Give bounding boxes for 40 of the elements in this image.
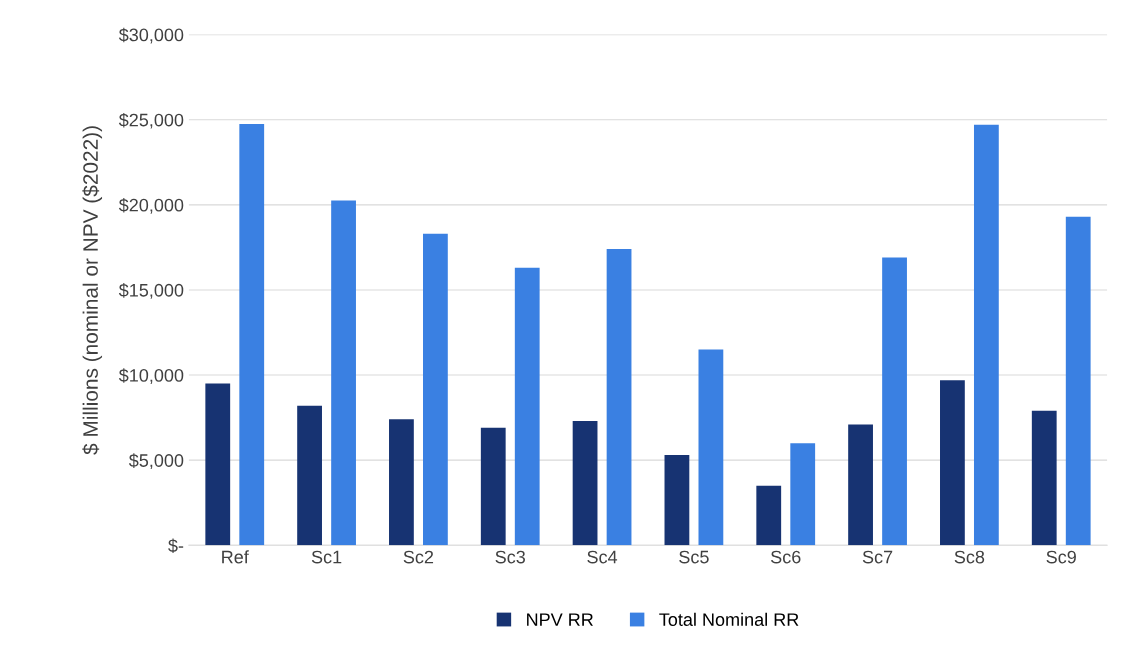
x-tick-label: Sc1 <box>311 550 342 564</box>
bar <box>790 443 816 546</box>
bar <box>756 485 782 546</box>
y-tick-label: $30,000 <box>118 27 184 44</box>
bar <box>423 233 448 546</box>
x-tick-label: Sc6 <box>771 550 801 564</box>
y-tick-label: $15,000 <box>118 283 184 299</box>
bar <box>389 419 414 546</box>
bar <box>239 123 265 546</box>
y-tick-label: $25,000 <box>118 112 184 129</box>
bar <box>572 421 598 546</box>
y-tick-label: $5,000 <box>128 453 184 470</box>
y-tick-label: $- <box>168 538 184 554</box>
bar <box>606 249 632 546</box>
legend-label: Total Nominal RR <box>659 612 799 626</box>
bar <box>480 427 506 546</box>
bar <box>331 200 356 546</box>
bar <box>848 424 873 546</box>
x-tick-label: Sc7 <box>862 550 893 564</box>
x-tick-label: Sc2 <box>403 550 434 564</box>
legend-label: NPV RR <box>527 613 593 626</box>
y-tick-label: $20,000 <box>118 198 184 214</box>
bar <box>1065 216 1091 546</box>
bar <box>205 383 231 546</box>
x-tick-label: Sc8 <box>954 550 985 564</box>
x-tick-label: Sc4 <box>587 550 618 564</box>
bar <box>297 405 322 546</box>
x-tick-label: Ref <box>222 550 249 564</box>
bar <box>973 124 999 546</box>
y-axis-title: $ Millions (nominal or NPV ($2022)) <box>82 126 103 455</box>
bar <box>664 455 690 546</box>
bar <box>1031 410 1057 546</box>
x-tick-label: Sc5 <box>679 550 709 564</box>
bar <box>514 267 540 546</box>
bar <box>940 380 965 546</box>
y-tick-label: $10,000 <box>118 368 184 384</box>
x-tick-label: Sc3 <box>495 550 525 564</box>
x-tick-label: Sc9 <box>1046 550 1076 564</box>
bar <box>882 257 907 546</box>
bar <box>698 349 724 546</box>
